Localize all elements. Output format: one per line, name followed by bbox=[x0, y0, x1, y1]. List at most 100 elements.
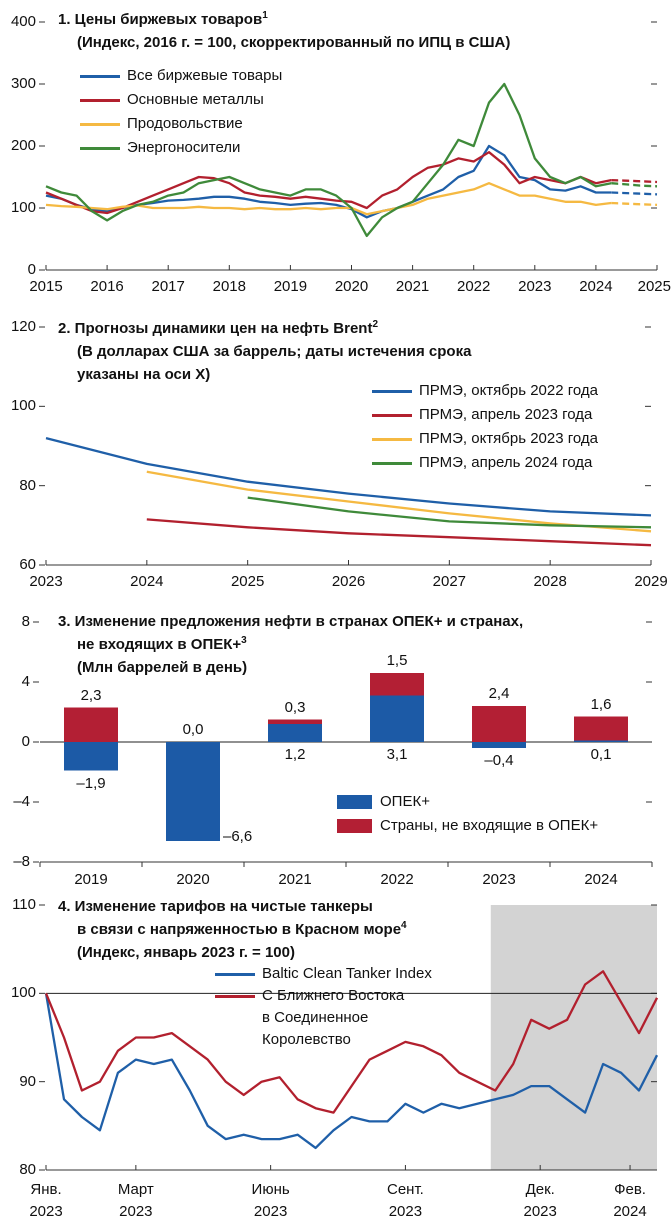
legend-item: Продовольствие bbox=[80, 112, 282, 136]
legend-swatch bbox=[372, 414, 412, 417]
data-label: 1,2 bbox=[284, 746, 306, 763]
bar-segment bbox=[574, 740, 628, 742]
legend-item: Baltic Clean Tanker Index bbox=[215, 963, 432, 985]
legend-label: Страны, не входящие в ОПЕК+ bbox=[380, 817, 599, 834]
title-note: 2 bbox=[372, 319, 379, 330]
x-tick-label: 2024 bbox=[579, 278, 613, 295]
legend-swatch bbox=[80, 75, 120, 78]
legend-label: Продовольствие bbox=[127, 115, 243, 132]
legend-swatch bbox=[372, 390, 412, 393]
legend-item: С Ближнего Востока в Соединенное Королев… bbox=[215, 985, 432, 1051]
y-tick-label: 200 bbox=[10, 137, 36, 154]
series-line bbox=[247, 496, 652, 529]
series-line bbox=[146, 518, 652, 547]
x-tick-label: 2017 bbox=[151, 278, 185, 295]
data-label: 1,5 bbox=[386, 652, 408, 669]
y-tick-label: 8 bbox=[21, 613, 30, 630]
x-tick-label: 2015 bbox=[29, 278, 63, 295]
bar-segment bbox=[268, 719, 322, 724]
data-label: –1,9 bbox=[76, 774, 106, 792]
legend-label: Все биржевые товары bbox=[127, 67, 283, 84]
chart-title: 2. Прогнозы динамики цен на нефть Brent2 bbox=[58, 319, 379, 338]
legend-item: Энергоносители bbox=[80, 136, 282, 160]
x-tick-label: 2019 bbox=[273, 278, 308, 295]
legend-swatch bbox=[80, 147, 120, 150]
title-note: 1 bbox=[262, 10, 268, 21]
legend-label: ПРМЭ, октябрь 2022 года bbox=[419, 382, 598, 399]
legend-item: ПРМЭ, октябрь 2023 года bbox=[372, 427, 598, 451]
x-tick-label: 2020 bbox=[334, 278, 369, 295]
series-line bbox=[44, 993, 659, 1150]
x-tick-label: 2023 bbox=[518, 278, 552, 295]
series-line bbox=[45, 82, 658, 238]
y-tick-label: 100 bbox=[10, 199, 36, 216]
x-tick-label: Янв. 2023 bbox=[29, 1181, 63, 1220]
x-tick-label: 2026 bbox=[331, 573, 366, 590]
data-label: 0,3 bbox=[284, 698, 306, 716]
legend-swatch bbox=[215, 973, 255, 976]
x-tick-label: 2020 bbox=[176, 871, 210, 888]
legend: Baltic Clean Tanker Index С Ближнего Вост… bbox=[215, 963, 432, 1051]
y-tick-label: 80 bbox=[19, 1161, 36, 1178]
title-note: 3 bbox=[241, 635, 247, 646]
data-label: 0,0 bbox=[182, 721, 204, 738]
data-label: 3,1 bbox=[386, 746, 408, 763]
bar-segment bbox=[574, 716, 628, 741]
x-tick-label: Фев. 2024 bbox=[613, 1181, 647, 1220]
legend-item: ПРМЭ, апрель 2024 года bbox=[372, 451, 598, 475]
x-tick-label: 2023 bbox=[482, 871, 516, 888]
x-tick-label: Сент. 2023 bbox=[386, 1181, 424, 1220]
x-tick-label: Дек. 2023 bbox=[523, 1181, 557, 1220]
chart-title-block: 2. Прогнозы динамики цен на нефть Brent2… bbox=[58, 317, 471, 386]
legend: ОПЕК+ Страны, не входящие в ОПЕК+ bbox=[337, 790, 598, 838]
y-tick-label: –4 bbox=[13, 793, 30, 810]
chart-title-block: 3. Изменение предложения нефти в странах… bbox=[58, 610, 523, 679]
legend-item: ПРМЭ, октябрь 2022 года bbox=[372, 379, 598, 403]
chart-subtitle: (Индекс, 2016 г. = 100, скорректированны… bbox=[77, 34, 511, 51]
data-label: 2,4 bbox=[488, 685, 510, 702]
chart-title: 3. Изменение предложения нефти в странах… bbox=[58, 613, 524, 653]
chart-subtitle: (Индекс, январь 2023 г. = 100) bbox=[77, 944, 295, 961]
x-tick-label: 2018 bbox=[212, 278, 246, 295]
legend-item: Страны, не входящие в ОПЕК+ bbox=[337, 814, 598, 838]
shaded-period bbox=[490, 905, 657, 1170]
legend-label: ПРМЭ, октябрь 2023 года bbox=[419, 430, 598, 447]
y-tick-label: 90 bbox=[19, 1072, 36, 1090]
legend-item: Все биржевые товары bbox=[80, 64, 282, 88]
series-line bbox=[146, 470, 652, 533]
x-tick-label: 2025 bbox=[230, 573, 265, 590]
x-tick-label: 2025 bbox=[637, 278, 671, 295]
data-label: 0,1 bbox=[590, 746, 612, 763]
chart-title-block: 4. Изменение тарифов на чистые танкеры в… bbox=[58, 895, 407, 964]
legend-swatch bbox=[215, 995, 255, 998]
bar-segment bbox=[370, 695, 424, 742]
legend: ПРМЭ, октябрь 2022 года ПРМЭ, апрель 2023… bbox=[372, 379, 598, 475]
x-tick-label: 2021 bbox=[278, 871, 312, 888]
bar-segment bbox=[166, 742, 220, 841]
y-tick-label: 4 bbox=[21, 673, 30, 690]
data-label: 1,6 bbox=[590, 695, 612, 713]
data-label: –6,6 bbox=[223, 828, 253, 845]
y-tick-label: 0 bbox=[27, 261, 36, 278]
series-line bbox=[45, 436, 652, 517]
bar-segment bbox=[268, 724, 322, 742]
series-line bbox=[44, 970, 659, 1114]
y-tick-label: 100 bbox=[10, 397, 36, 415]
y-tick-label: 400 bbox=[10, 13, 36, 30]
y-tick-label: 300 bbox=[10, 75, 36, 92]
legend: Все биржевые товары Основные металлы Продо… bbox=[80, 64, 282, 160]
x-tick-label: Март 2023 bbox=[117, 1181, 154, 1220]
legend-swatch bbox=[337, 795, 372, 809]
chart-title: 1. Цены биржевых товаров1 bbox=[58, 10, 268, 29]
y-tick-label: 80 bbox=[19, 476, 36, 494]
x-tick-label: 2022 bbox=[380, 871, 414, 888]
legend-label: Baltic Clean Tanker Index bbox=[262, 965, 432, 982]
y-tick-label: 60 bbox=[19, 556, 36, 573]
x-tick-label: 2027 bbox=[432, 573, 467, 590]
x-tick-label: Июнь 2023 bbox=[251, 1181, 290, 1220]
x-tick-label: 2024 bbox=[584, 871, 618, 888]
x-tick-label: 2029 bbox=[634, 573, 668, 590]
legend-item: ПРМЭ, апрель 2023 года bbox=[372, 403, 598, 427]
y-tick-label: 0 bbox=[21, 733, 30, 750]
